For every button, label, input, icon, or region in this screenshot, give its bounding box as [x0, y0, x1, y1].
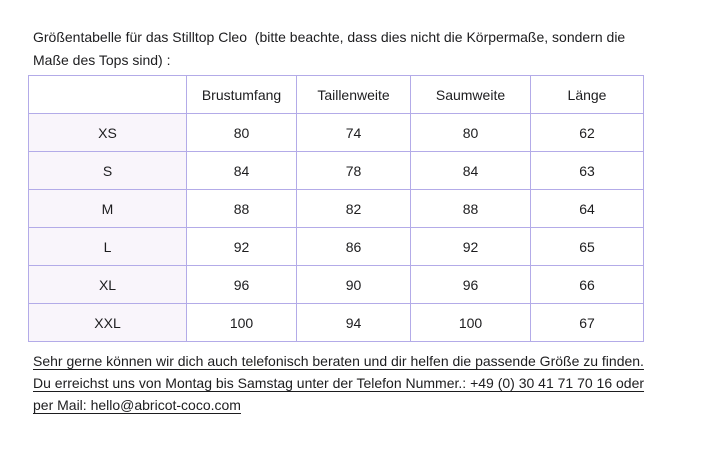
size-value: 62 — [530, 113, 644, 152]
size-value: 88 — [410, 189, 531, 228]
size-value: 84 — [410, 151, 531, 190]
size-value: 84 — [186, 151, 297, 190]
column-header-taillenweite: Taillenweite — [296, 75, 411, 114]
size-value: 100 — [186, 303, 297, 342]
size-value: 64 — [530, 189, 644, 228]
size-value: 80 — [410, 113, 531, 152]
size-label-xs: XS — [28, 113, 187, 152]
size-value: 78 — [296, 151, 411, 190]
column-header-saumweite: Saumweite — [410, 75, 531, 114]
size-label-xl: XL — [28, 265, 187, 304]
size-table: Brustumfang Taillenweite Saumweite Länge… — [28, 75, 644, 342]
size-label-l: L — [28, 227, 187, 266]
size-label-s: S — [28, 151, 187, 190]
contact-note-line-2: Du erreichst uns von Montag bis Samstag … — [33, 375, 645, 391]
table-header-row: Brustumfang Taillenweite Saumweite Länge — [28, 75, 644, 114]
size-value: 94 — [296, 303, 411, 342]
size-value: 90 — [296, 265, 411, 304]
size-value: 80 — [186, 113, 297, 152]
size-value: 92 — [410, 227, 531, 266]
contact-note-line-3: per Mail: hello@abricot-coco.com — [33, 397, 241, 413]
size-value: 86 — [296, 227, 411, 266]
size-value: 82 — [296, 189, 411, 228]
size-value: 100 — [410, 303, 531, 342]
size-value: 96 — [186, 265, 297, 304]
table-row-xl: XL 96 90 96 66 — [28, 265, 644, 304]
column-header-laenge: Länge — [530, 75, 644, 114]
size-value: 96 — [410, 265, 531, 304]
contact-note-line-1: Sehr gerne können wir dich auch telefoni… — [33, 353, 644, 369]
size-value: 65 — [530, 227, 644, 266]
size-value: 88 — [186, 189, 297, 228]
table-row-l: L 92 86 92 65 — [28, 227, 644, 266]
table-row-xxl: XXL 100 94 100 67 — [28, 303, 644, 342]
size-value: 63 — [530, 151, 644, 190]
contact-note: Sehr gerne können wir dich auch telefoni… — [33, 350, 644, 416]
size-label-xxl: XXL — [28, 303, 187, 342]
table-row-s: S 84 78 84 63 — [28, 151, 644, 190]
size-value: 92 — [186, 227, 297, 266]
page-title: Größentabelle für das Stilltop Cleo (bit… — [33, 26, 625, 72]
column-header-brustumfang: Brustumfang — [186, 75, 297, 114]
table-row-xs: XS 80 74 80 62 — [28, 113, 644, 152]
size-value: 67 — [530, 303, 644, 342]
size-value: 66 — [530, 265, 644, 304]
page-title-line-1: Größentabelle für das Stilltop Cleo (bit… — [33, 29, 626, 45]
corner-cell — [28, 75, 187, 114]
size-value: 74 — [296, 113, 411, 152]
size-label-m: M — [28, 189, 187, 228]
page-title-line-2: Maße des Tops sind) : — [33, 52, 171, 68]
table-row-m: M 88 82 88 64 — [28, 189, 644, 228]
